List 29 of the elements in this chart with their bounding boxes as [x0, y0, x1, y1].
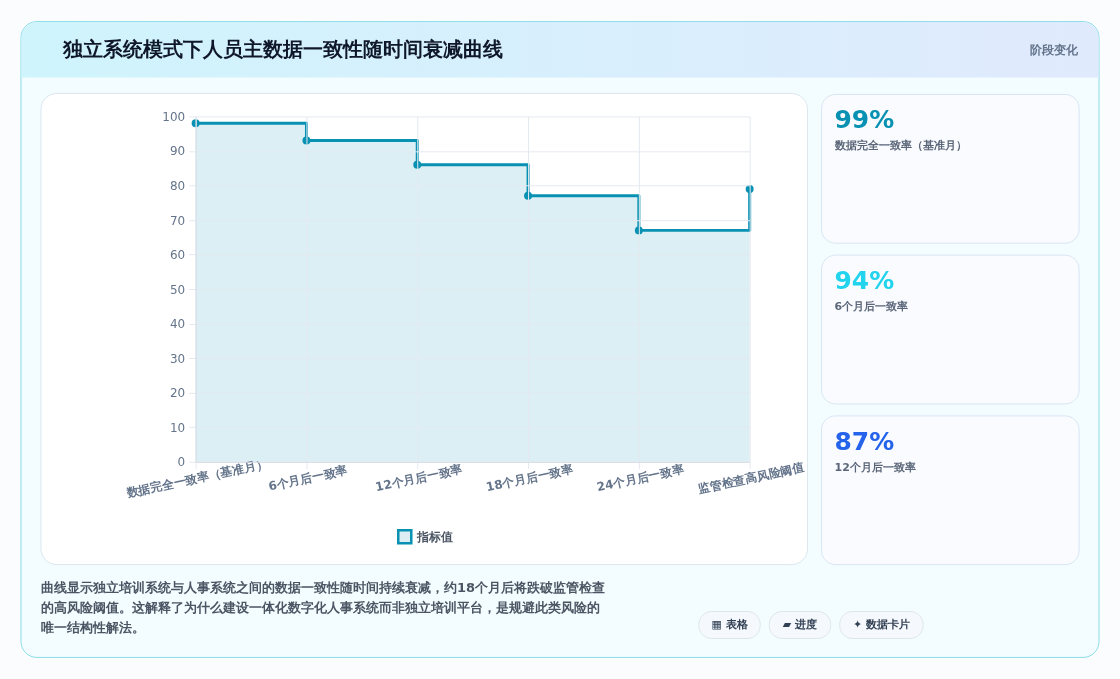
text: 99%	[834, 105, 895, 135]
text: 曲线显示独立培训系统与人事系统之间的数据一致性随时间持续衰减，约18个月后将跌破监管检查的高风险阈值。这解释了为什么建设一体化数字化人事系统而非独立培训平台，是规避此类风险的唯一结构性解法。	[40, 579, 605, 636]
y-tick-label: 30	[169, 351, 186, 366]
text: 阶段变化	[1030, 42, 1080, 57]
x-tick-label: 12个月后一致率	[373, 462, 464, 495]
text: 94%	[834, 266, 895, 296]
chart-title: 独立系统模式下人员主数据一致性随时间衰减曲线	[61, 36, 503, 61]
x-tick-label: 监管检查高风险阈值	[696, 460, 806, 497]
y-tick-label: 40	[169, 317, 186, 332]
x-tick-label: 24个月后一致率	[595, 462, 686, 495]
x-tick-label: 18个月后一致率	[484, 462, 575, 495]
y-tick-label: 70	[169, 213, 186, 228]
point	[634, 226, 643, 235]
y-tick-label: 10	[169, 420, 186, 435]
text: ✦ 数据卡片	[852, 617, 910, 631]
text: 数据完全一致率（基准月）	[833, 139, 967, 153]
text: ▰ 进度	[782, 617, 818, 631]
y-tick-label: 0	[177, 455, 186, 470]
text: ▦ 表格	[711, 617, 749, 631]
y-tick-label: 50	[169, 282, 186, 297]
y-tick-label: 80	[169, 178, 186, 193]
x-tick-label: 6个月后一致率	[267, 462, 349, 494]
y-tick-label: 100	[162, 109, 186, 124]
y-tick-label: 90	[169, 144, 186, 159]
legend-label: 指标值	[415, 529, 453, 544]
text: 87%	[834, 426, 895, 456]
text: 6个月后一致率	[834, 300, 909, 314]
y-tick-label: 20	[169, 386, 186, 401]
y-tick-label: 60	[169, 248, 186, 263]
